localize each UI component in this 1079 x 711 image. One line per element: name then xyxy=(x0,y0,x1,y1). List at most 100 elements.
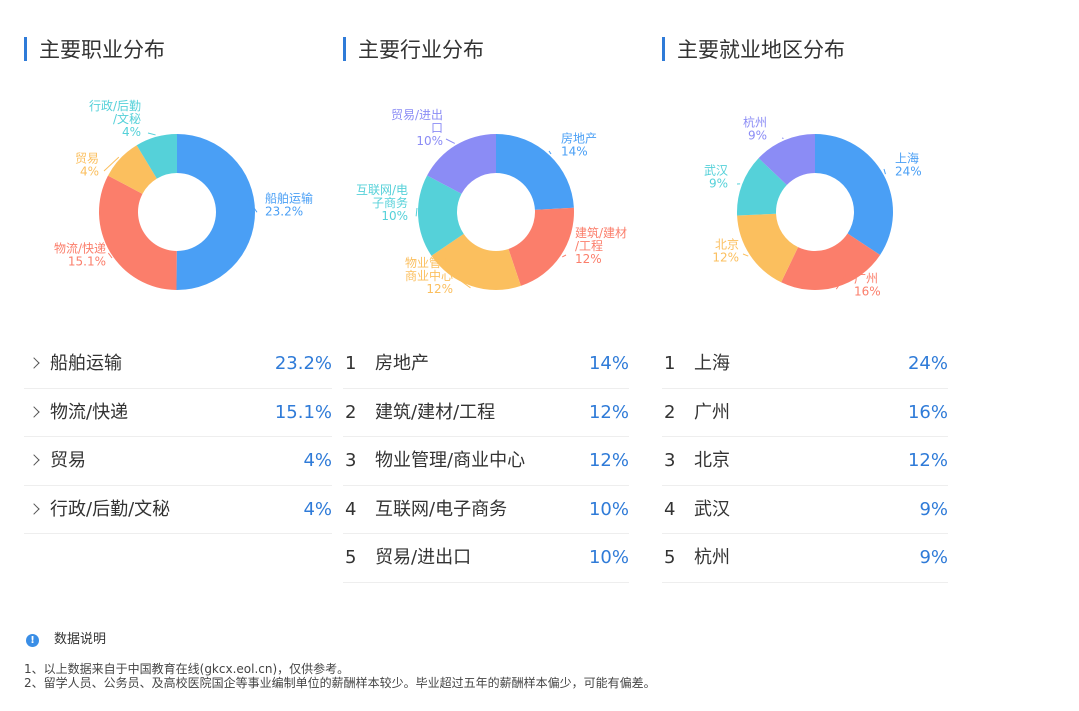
rank-number: 2 xyxy=(345,401,357,423)
label-leader-line xyxy=(561,254,567,258)
slice-label: 9% xyxy=(709,177,728,191)
chevron-right-icon[interactable] xyxy=(28,357,40,369)
notes-line: 1、以上数据来自于中国教育在线(gkcx.eol.cn)，仅供参考。 xyxy=(24,662,350,676)
donut-slice[interactable] xyxy=(815,134,893,255)
slice-label: 9% xyxy=(748,129,767,143)
donut-slice[interactable] xyxy=(758,134,815,186)
item-label: 杭州 xyxy=(694,547,730,568)
donut-slice[interactable] xyxy=(427,134,496,194)
label-leader-line xyxy=(460,280,471,289)
rank-number: 1 xyxy=(664,353,676,374)
ranking-list: 1 上海 24% 2 广州 16% 3 北京 12% 4 武汉 9% 5 杭州 9% xyxy=(662,340,948,583)
list-item: 5 贸易/进出口 10% xyxy=(343,534,629,583)
donut-slice[interactable] xyxy=(431,233,521,290)
list-item: 3 物业管理/商业中心 12% xyxy=(343,437,629,486)
slice-label: 12% xyxy=(426,282,453,296)
donut-slice[interactable] xyxy=(737,158,787,216)
item-percentage: 9% xyxy=(919,498,948,520)
slice-label: 12% xyxy=(712,251,739,265)
slice-label: 10% xyxy=(381,209,408,223)
chevron-right-icon[interactable] xyxy=(28,405,40,418)
item-percentage: 4% xyxy=(303,450,332,471)
donut-slice[interactable] xyxy=(176,134,256,290)
chevron-right-icon[interactable] xyxy=(28,502,40,515)
label-leader-line xyxy=(415,207,418,217)
item-percentage: 9% xyxy=(919,547,948,568)
rank-number: 5 xyxy=(664,547,676,568)
list-item[interactable]: 物流/快递 15.1% xyxy=(24,389,332,437)
slice-label: /工程 xyxy=(575,238,603,253)
item-percentage: 15.1% xyxy=(274,401,332,423)
item-label: 贸易/进出口 xyxy=(375,547,472,568)
data-notes: ! 数据说明 1、以上数据来自于中国教育在线(gkcx.eol.cn)，仅供参考… xyxy=(24,630,656,690)
donut-slice[interactable] xyxy=(781,233,881,290)
item-label: 武汉 xyxy=(694,498,730,520)
notes-title: 数据说明 xyxy=(54,632,107,647)
slice-label: 4% xyxy=(80,165,99,179)
slice-label: 物流/快递 xyxy=(54,242,106,256)
slice-label: 24% xyxy=(895,165,922,179)
slice-label: 12% xyxy=(575,252,602,266)
slice-label: 子商务 xyxy=(372,195,408,210)
slice-label: 北京 xyxy=(715,238,739,252)
item-label: 物流/快递 xyxy=(50,401,129,423)
label-leader-line xyxy=(548,150,552,155)
info-icon: ! xyxy=(26,634,39,647)
slice-label: 建筑/建材 xyxy=(575,225,627,240)
slice-label: 杭州 xyxy=(743,115,767,130)
donut-slice[interactable] xyxy=(418,175,464,256)
label-leader-line xyxy=(107,252,113,259)
donut-slice[interactable] xyxy=(496,134,574,210)
item-percentage: 10% xyxy=(588,547,629,568)
slice-label: 4% xyxy=(122,125,141,139)
list-item[interactable]: 贸易 4% xyxy=(24,437,332,486)
label-leader-line xyxy=(147,132,156,136)
list-item: 5 杭州 9% xyxy=(662,534,948,583)
item-label: 北京 xyxy=(694,450,730,471)
donut-slice[interactable] xyxy=(136,134,177,179)
slice-label: 贸易/进出 xyxy=(391,108,443,122)
rank-number: 4 xyxy=(664,498,676,520)
label-leader-line xyxy=(445,138,455,144)
slice-label: 房地产 xyxy=(561,131,597,146)
rank-number: 3 xyxy=(345,450,357,471)
section-title: 主要就业地区分布 xyxy=(662,37,845,62)
label-leader-line xyxy=(742,253,749,257)
slice-label: 口 xyxy=(431,121,443,135)
slice-label: 广州 xyxy=(854,272,878,286)
donut-slice[interactable] xyxy=(508,207,574,286)
list-item[interactable]: 船舶运输 23.2% xyxy=(24,340,332,389)
item-percentage: 23.2% xyxy=(274,353,332,374)
slice-label: 15.1% xyxy=(68,255,106,269)
item-label: 行政/后勤/文秘 xyxy=(50,498,171,520)
item-percentage: 12% xyxy=(588,450,629,471)
slice-label: 物业管理 xyxy=(405,255,453,270)
list-item: 4 武汉 9% xyxy=(662,486,948,534)
list-item: 2 建筑/建材/工程 12% xyxy=(343,389,629,437)
label-leader-line xyxy=(835,274,847,290)
item-label: 互联网/电子商务 xyxy=(375,498,508,520)
label-leader-line xyxy=(247,198,258,213)
chevron-right-icon[interactable] xyxy=(28,454,40,466)
slice-label: 10% xyxy=(416,134,443,148)
notes-line: 2、留学人员、公务员、及高校医院国企等事业编制单位的薪酬样本较少。毕业超过五年的… xyxy=(24,676,656,690)
donut-slice[interactable] xyxy=(737,213,799,283)
donut-slice[interactable] xyxy=(99,175,177,290)
rank-number: 3 xyxy=(664,450,676,471)
item-label: 贸易 xyxy=(50,450,86,471)
item-label: 房地产 xyxy=(375,353,429,374)
donut-slice[interactable] xyxy=(108,145,157,194)
ranking-list: 船舶运输 23.2% 物流/快递 15.1% 贸易 4% 行政/后勤/文秘 4% xyxy=(24,340,332,534)
rank-number: 5 xyxy=(345,547,357,568)
item-percentage: 24% xyxy=(907,353,948,374)
list-item[interactable]: 行政/后勤/文秘 4% xyxy=(24,486,332,534)
list-item: 3 北京 12% xyxy=(662,437,948,486)
notes-header: ! 数据说明 xyxy=(24,630,656,650)
item-percentage: 4% xyxy=(303,498,332,520)
slice-label: 船舶运输 xyxy=(265,191,313,206)
item-percentage: 12% xyxy=(588,401,629,423)
slice-label: 23.2% xyxy=(265,205,303,219)
list-item: 4 互联网/电子商务 10% xyxy=(343,486,629,534)
label-leader-line xyxy=(103,156,120,172)
slice-label: 互联网/电 xyxy=(356,183,408,197)
